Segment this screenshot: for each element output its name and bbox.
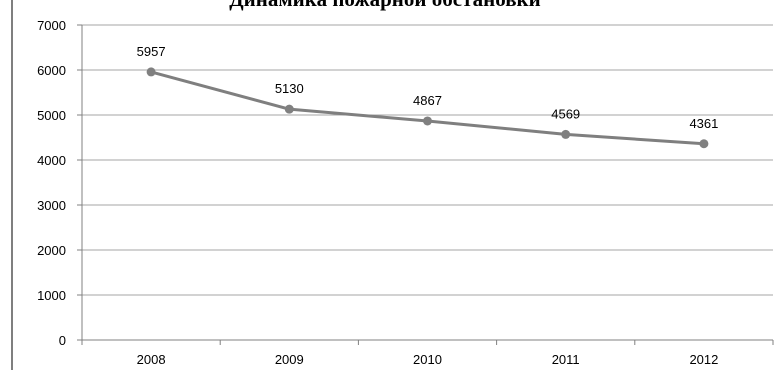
chart-title: Динамика пожарной обстановки bbox=[229, 0, 541, 11]
data-point bbox=[561, 129, 571, 139]
data-point bbox=[284, 104, 294, 114]
x-tick-label: 2010 bbox=[413, 352, 442, 367]
data-label: 4867 bbox=[413, 93, 442, 108]
y-tick-label: 2000 bbox=[37, 243, 66, 258]
data-label: 5130 bbox=[275, 81, 304, 96]
axes bbox=[11, 0, 774, 370]
x-axis-ticks: 2008 2009 2010 2011 2012 bbox=[137, 352, 719, 367]
y-tick-label: 5000 bbox=[37, 108, 66, 123]
data-labels: 5957 5130 4867 4569 4361 bbox=[137, 44, 719, 131]
x-tick-label: 2008 bbox=[137, 352, 166, 367]
y-tick-label: 3000 bbox=[37, 198, 66, 213]
x-tick-label: 2012 bbox=[689, 352, 718, 367]
y-tick-label: 7000 bbox=[37, 18, 66, 33]
data-label: 4569 bbox=[551, 106, 580, 121]
x-tick-label: 2011 bbox=[552, 352, 580, 367]
data-point bbox=[146, 67, 156, 77]
data-point bbox=[423, 116, 432, 126]
data-label: 4361 bbox=[689, 116, 718, 131]
data-label: 5957 bbox=[137, 44, 166, 59]
y-tick-label: 6000 bbox=[37, 63, 66, 78]
y-tick-label: 1000 bbox=[37, 288, 66, 303]
y-tick-label: 4000 bbox=[37, 153, 66, 168]
x-tick-label: 2009 bbox=[275, 352, 304, 367]
y-tick-label: 0 bbox=[59, 333, 66, 348]
series bbox=[146, 67, 709, 149]
y-axis-ticks: 0 1000 2000 3000 4000 5000 6000 7000 bbox=[37, 18, 66, 348]
gridlines bbox=[82, 24, 773, 296]
data-point bbox=[699, 139, 709, 149]
